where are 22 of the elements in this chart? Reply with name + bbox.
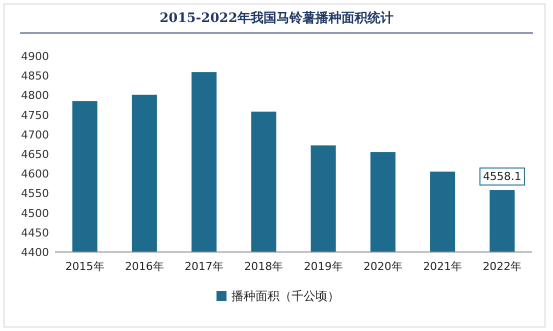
x-tick-label: 2021年 [423,260,462,273]
y-tick-label: 4750 [21,108,49,122]
y-tick-label: 4600 [21,168,49,181]
x-tick-label: 2019年 [304,260,343,273]
x-tick-label: 2018年 [244,260,284,273]
y-tick-label: 4550 [21,187,49,200]
chart-title: 2015-2022年我国马铃薯播种面积统计 [160,10,394,26]
y-tick-label: 4700 [21,128,49,142]
y-tick-label: 4400 [21,246,49,259]
y-tick-label: 4800 [21,89,49,102]
x-tick-label: 2022年 [482,260,522,273]
y-tick-label: 4900 [21,50,49,63]
data-label: 4558.1 [482,170,522,184]
y-tick-label: 4850 [21,70,49,83]
y-tick-label: 4500 [21,206,49,220]
x-tick-label: 2017年 [184,260,224,273]
x-tick-label: 2015年 [65,260,104,273]
legend-label: 播种面积（千公顷） [232,289,340,303]
x-tick-label: 2020年 [363,260,402,273]
y-tick-label: 4450 [21,226,49,240]
x-tick-label: 2016年 [124,260,164,273]
y-tick-label: 4650 [21,148,49,161]
